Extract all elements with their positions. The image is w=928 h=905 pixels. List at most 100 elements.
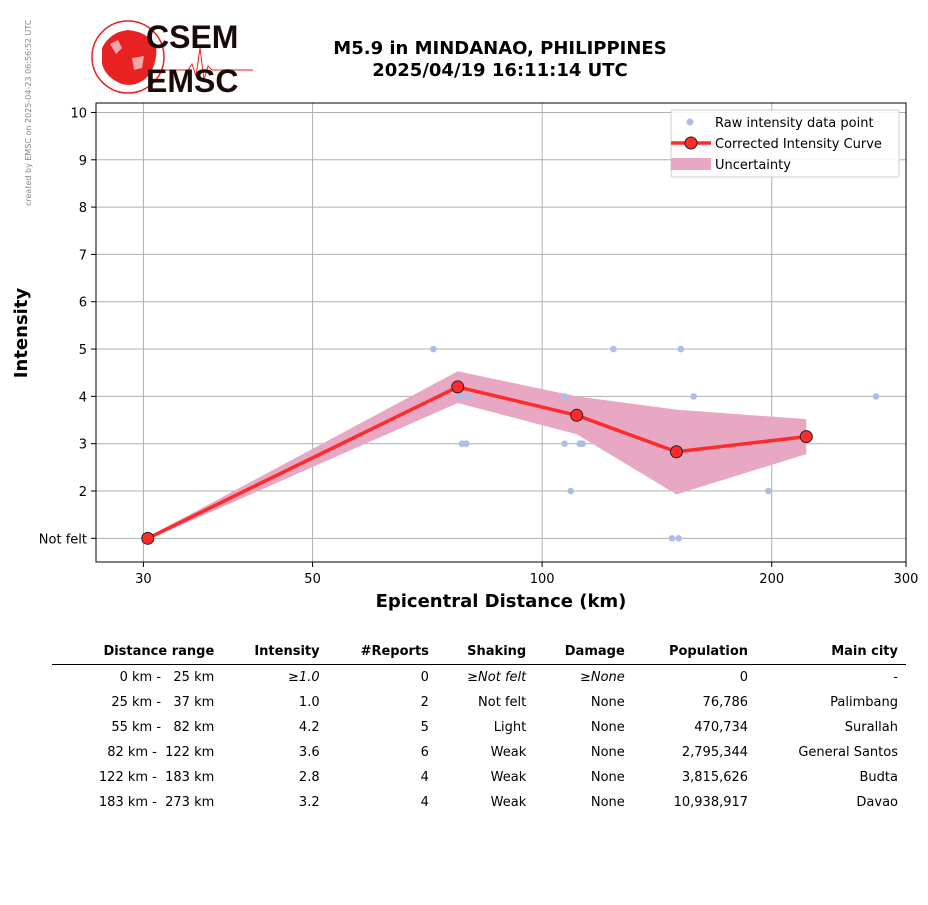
table-cell-shaking: ≥Not felt <box>467 670 527 685</box>
y-tick-label: 7 <box>79 248 87 263</box>
table-row: 0 km - 25 km ≥1.0 0 ≥Not felt ≥None 0 - <box>52 665 906 691</box>
col-distance-range: Distance range <box>103 643 215 659</box>
legend-uncertainty-swatch <box>671 158 711 170</box>
table-row: 183 km - 273 km 3.2 4 Weak None 10,938,917 Dav… <box>52 790 906 815</box>
y-tick-label: 3 <box>79 438 87 453</box>
y-tick-label: 9 <box>79 154 87 169</box>
table-cell-damage: None <box>590 695 625 710</box>
raw-data-point <box>765 487 772 495</box>
raw-data-point <box>430 345 437 353</box>
table-cell-reports: 4 <box>420 770 429 785</box>
table-cell-range: 55 km - 82 km <box>111 720 215 735</box>
table-cell-city: General Santos <box>798 745 898 760</box>
table-cell-city: Davao <box>856 795 898 810</box>
y-tick-label: 2 <box>79 485 87 500</box>
logo-text-bottom: EMSC <box>146 63 238 98</box>
table-row: 122 km - 183 km 2.8 4 Weak None 3,815,626 Budt… <box>52 765 906 790</box>
legend-curve-label: Corrected Intensity Curve <box>715 137 882 152</box>
table-row: 25 km - 37 km 1.0 2 Not felt None 76,786 Palim… <box>52 690 906 715</box>
table-cell-city: - <box>893 670 898 685</box>
table-cell-shaking: Not felt <box>478 695 527 710</box>
raw-data-point <box>668 535 676 542</box>
raw-data-point <box>561 393 568 400</box>
table-cell-range: 122 km - 183 km <box>98 770 215 785</box>
corrected-curve <box>141 380 813 545</box>
table-cell-city: Budta <box>859 770 898 785</box>
raw-data-point <box>690 393 697 400</box>
raw-data-point <box>561 440 568 448</box>
raw-data-point <box>464 393 472 400</box>
col-population: Population <box>668 643 749 659</box>
raw-data-point <box>579 440 586 448</box>
legend-uncertainty-label: Uncertainty <box>715 158 791 173</box>
curve-marker <box>141 531 155 545</box>
raw-data-point <box>567 487 574 495</box>
table-cell-population: 0 <box>739 670 749 685</box>
raw-data-point <box>462 440 470 448</box>
table-row: 82 km - 122 km 3.6 6 Weak None 2,795,344 Gener… <box>52 740 906 765</box>
plot-frame <box>95 102 907 563</box>
raw-points <box>143 345 880 542</box>
table-cell-reports: 5 <box>420 720 429 735</box>
x-tick-label: 30 <box>135 572 152 587</box>
x-ticks: 30 50 100 200 300 <box>135 562 918 587</box>
distance-summary-table: Distance range Intensity #Reports Shaking Da… <box>52 640 906 815</box>
col-reports: #Reports <box>360 643 429 659</box>
table-cell-population: 76,786 <box>702 695 749 710</box>
emsc-logo: CSEM EMSC <box>91 19 253 98</box>
legend-raw-swatch <box>686 118 694 126</box>
table-cell-damage: None <box>590 745 625 760</box>
x-tick-label: 200 <box>759 572 784 587</box>
table-cell-population: 3,815,626 <box>681 770 749 785</box>
x-tick-label: 100 <box>530 572 555 587</box>
table-cell-city: Surallah <box>844 720 898 735</box>
table-cell-intensity: 2.8 <box>298 770 320 785</box>
col-damage: Damage <box>564 643 625 659</box>
curve-marker <box>451 380 465 394</box>
table-cell-shaking: Weak <box>490 795 527 810</box>
table-cell-damage: None <box>590 720 625 735</box>
raw-data-point <box>872 393 880 400</box>
x-tick-label: 50 <box>304 572 321 587</box>
raw-data-point <box>456 393 464 400</box>
y-tick-label: 4 <box>79 390 87 405</box>
table-cell-intensity: 4.2 <box>298 720 320 735</box>
table-cell-population: 2,795,344 <box>681 745 749 760</box>
table-cell-population: 470,734 <box>694 720 749 735</box>
legend-raw-label: Raw intensity data point <box>715 116 874 131</box>
curve-marker <box>570 408 584 422</box>
col-main-city: Main city <box>831 643 898 659</box>
table-cell-range: 183 km - 273 km <box>98 795 215 810</box>
raw-data-point <box>677 345 685 353</box>
logo-text-top: CSEM <box>146 19 238 55</box>
legend-curve-marker <box>684 136 698 150</box>
table-cell-shaking: Light <box>493 720 527 735</box>
table-cell-reports: 6 <box>420 745 429 760</box>
table-cell-reports: 2 <box>420 695 429 710</box>
table-cell-range: 82 km - 122 km <box>107 745 215 760</box>
col-intensity: Intensity <box>254 643 320 659</box>
x-tick-label: 300 <box>894 572 919 587</box>
table-header-row: Distance range Intensity #Reports Shaking Da… <box>52 640 906 665</box>
y-tick-label: 8 <box>79 201 87 216</box>
y-axis-label: Intensity <box>11 288 32 379</box>
table-cell-city: Palimbang <box>830 695 898 710</box>
table-row: 55 km - 82 km 4.2 5 Light None 470,734 Suralla… <box>52 715 906 740</box>
table-cell-shaking: Weak <box>490 770 527 785</box>
table-cell-population: 10,938,917 <box>673 795 749 810</box>
y-tick-label: 6 <box>79 296 87 311</box>
x-axis-label: Epicentral Distance (km) <box>376 591 627 612</box>
legend: Raw intensity data point Corrected Inten… <box>670 109 900 178</box>
intensity-chart: 30 50 100 200 300 Not felt 2 3 4 5 6 7 8 9 10 Epicent… <box>11 102 918 612</box>
uncertainty-band <box>147 371 807 540</box>
y-tick-label: 5 <box>79 343 87 358</box>
curve-marker <box>669 445 683 459</box>
title-line-2: 2025/04/19 16:11:14 UTC <box>372 60 628 81</box>
table-cell-intensity: 3.6 <box>298 745 320 760</box>
table-cell-reports: 4 <box>420 795 429 810</box>
table-cell-intensity: ≥1.0 <box>288 670 320 685</box>
table-cell-range: 0 km - 25 km <box>119 670 215 685</box>
y-ticks: Not felt 2 3 4 5 6 7 8 9 10 <box>39 106 96 547</box>
table-cell-intensity: 1.0 <box>298 695 320 710</box>
title-line-1: M5.9 in MINDANAO, PHILIPPINES <box>333 38 667 59</box>
